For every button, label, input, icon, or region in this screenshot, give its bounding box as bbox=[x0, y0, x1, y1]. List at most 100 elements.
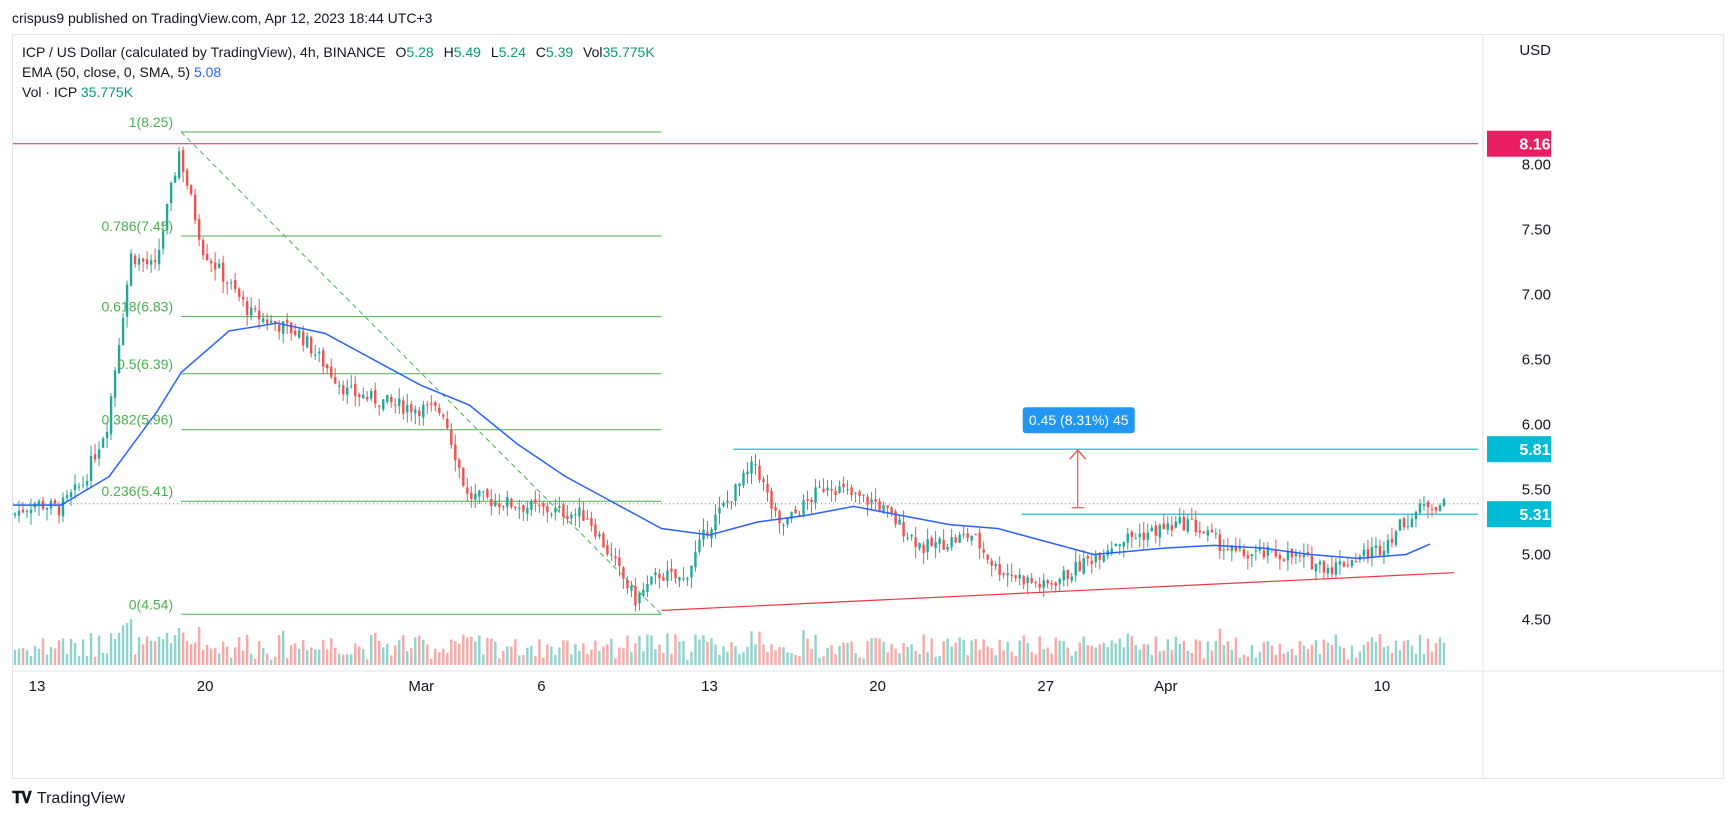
candle-body bbox=[13, 513, 17, 516]
volume-bar bbox=[334, 647, 337, 665]
volume-bar bbox=[45, 654, 49, 665]
candle-body bbox=[830, 489, 833, 491]
candle-body bbox=[490, 499, 493, 507]
candle-body bbox=[257, 310, 261, 320]
price-tick-label: 6.00 bbox=[1522, 417, 1551, 434]
candle-body bbox=[378, 405, 381, 408]
volume-bar bbox=[261, 647, 265, 665]
candle-body bbox=[1266, 546, 1270, 556]
volume-bar bbox=[1174, 636, 1177, 665]
volume-bar bbox=[514, 639, 517, 665]
candle-body bbox=[310, 337, 313, 354]
candle-body bbox=[1146, 532, 1149, 540]
candle-body bbox=[894, 511, 897, 525]
volume-bar bbox=[566, 640, 569, 665]
candle-body bbox=[550, 513, 553, 515]
candle-body bbox=[574, 514, 577, 516]
candle-body bbox=[213, 262, 217, 270]
volume-bar bbox=[297, 648, 301, 665]
candle-body bbox=[714, 514, 717, 531]
candle-body bbox=[654, 572, 657, 576]
volume-bar bbox=[1362, 644, 1366, 665]
candle-body bbox=[1162, 523, 1165, 530]
candle-body bbox=[85, 480, 89, 486]
candle-body bbox=[173, 175, 177, 183]
candle-body bbox=[346, 387, 349, 395]
ema-row[interactable]: EMA (50, close, 0, SMA, 5) 5.08 bbox=[22, 62, 655, 82]
volume-bar bbox=[281, 630, 285, 665]
candle-body bbox=[794, 509, 797, 513]
chart-panel[interactable]: 1(8.25) 0.786(7.45) 0.618(6.83) 0.5(6.39) 0.… bbox=[12, 34, 1724, 779]
candle-body bbox=[462, 467, 465, 486]
volume-bar bbox=[273, 656, 277, 665]
candle-body bbox=[1294, 553, 1298, 557]
symbol-row[interactable]: ICP / US Dollar (calculated by TradingVi… bbox=[22, 42, 655, 62]
volume-bar bbox=[1390, 652, 1394, 665]
volume-row[interactable]: Vol · ICP 35.775K bbox=[22, 82, 655, 102]
candle-body bbox=[1306, 551, 1310, 555]
candle-body bbox=[281, 321, 285, 334]
open-value: 5.28 bbox=[406, 44, 434, 60]
price-tick-label: 7.50 bbox=[1522, 222, 1551, 239]
price-axis: USD 8.00 7.50 7.00 6.50 6.00 5.50 5.00 4.50 8.16 5… bbox=[1482, 35, 1551, 778]
low-label: L bbox=[490, 44, 499, 60]
candle-body bbox=[522, 505, 525, 512]
candle-body bbox=[450, 430, 453, 445]
candle-body bbox=[129, 253, 133, 286]
candle-body bbox=[1402, 518, 1406, 528]
volume-bar bbox=[626, 635, 629, 665]
candle-body bbox=[1114, 543, 1117, 547]
volume-bar bbox=[1206, 641, 1210, 665]
candle-body bbox=[954, 537, 957, 543]
candle-body bbox=[690, 565, 693, 578]
volume-bar bbox=[870, 638, 873, 665]
candle-body bbox=[25, 510, 29, 512]
volume-bar bbox=[726, 651, 729, 665]
volume-bar bbox=[954, 642, 957, 665]
candle-body bbox=[1406, 526, 1410, 528]
candle-body bbox=[1218, 534, 1222, 552]
volume-bar bbox=[970, 640, 973, 665]
candle-body bbox=[798, 514, 801, 516]
volume-bar bbox=[378, 640, 381, 665]
volume-bar bbox=[1154, 636, 1157, 665]
volume-bar bbox=[578, 651, 581, 665]
candle-body bbox=[65, 495, 69, 498]
candle-body bbox=[1214, 533, 1218, 535]
candle-body bbox=[1230, 546, 1234, 551]
candle-body bbox=[902, 521, 905, 537]
candle-body bbox=[530, 500, 533, 510]
volume-bar bbox=[1410, 645, 1414, 665]
candle-body bbox=[770, 490, 773, 509]
volume-bar bbox=[1258, 651, 1262, 665]
volume-bar bbox=[890, 644, 893, 665]
volume-bar bbox=[1118, 638, 1121, 665]
candle-body bbox=[205, 253, 209, 261]
fib-level-label: 0(4.54) bbox=[129, 596, 173, 612]
fib-level-label: 0.236(5.41) bbox=[102, 483, 174, 499]
candle-body bbox=[121, 317, 125, 346]
volume-bar bbox=[217, 653, 221, 665]
volume-bar bbox=[682, 640, 685, 665]
candle-body bbox=[330, 366, 333, 377]
candle-body bbox=[498, 503, 501, 508]
fib-level-label: 0.382(5.96) bbox=[102, 412, 174, 428]
candle-body bbox=[1262, 550, 1266, 558]
volume-bar bbox=[1302, 645, 1306, 665]
price-chart[interactable]: 1(8.25) 0.786(7.45) 0.618(6.83) 0.5(6.39) 0.… bbox=[13, 35, 1723, 778]
candle-body bbox=[233, 279, 237, 290]
ema-value: 5.08 bbox=[193, 64, 222, 80]
candle-body bbox=[430, 403, 433, 405]
volume-bar bbox=[950, 646, 953, 665]
volume-bar bbox=[213, 647, 217, 665]
candle-body bbox=[1030, 578, 1033, 583]
candle-body bbox=[738, 483, 741, 487]
volume-bar bbox=[1242, 654, 1246, 665]
volume-bar bbox=[1354, 657, 1358, 665]
volume-bar bbox=[1162, 650, 1165, 665]
footer-brand[interactable]: 𝐓𝐕 TradingView bbox=[12, 790, 125, 808]
volume-bar bbox=[61, 638, 65, 665]
volume-bar bbox=[994, 655, 997, 665]
candle-body bbox=[109, 396, 113, 435]
candle-body bbox=[1006, 573, 1009, 576]
